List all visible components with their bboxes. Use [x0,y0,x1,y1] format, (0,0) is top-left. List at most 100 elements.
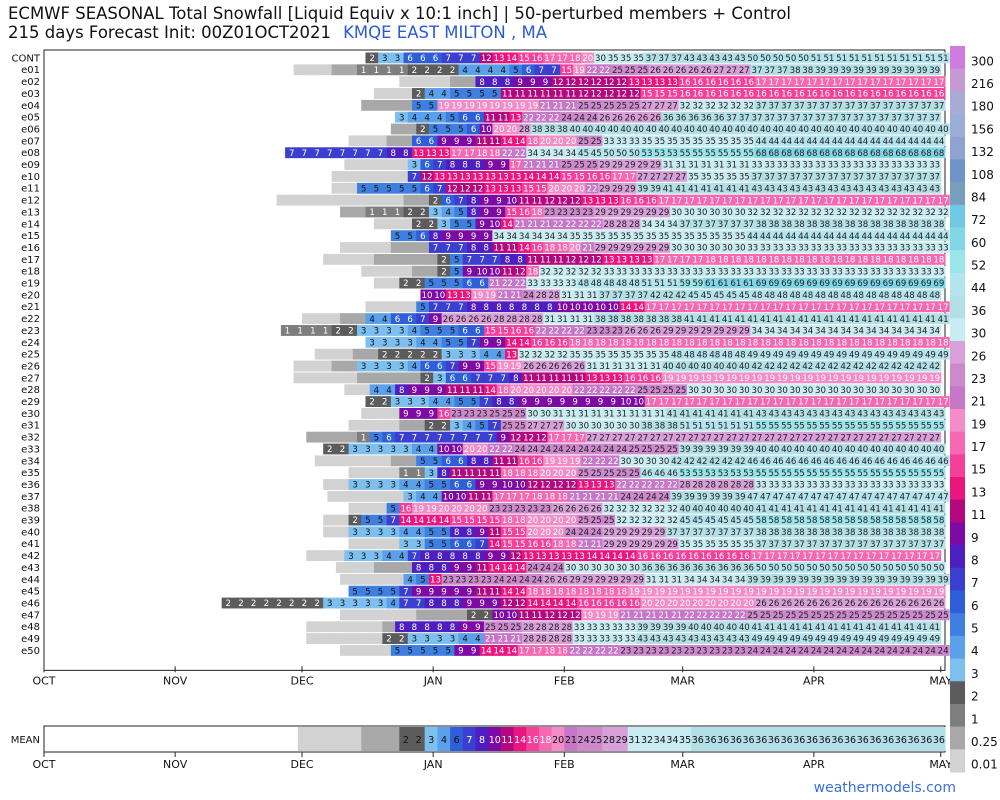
member-cell-value: 35 [570,232,581,242]
member-cell-value: 2 [276,599,281,609]
member-cell-value: 40 [701,623,712,633]
member-cell [864,159,878,170]
member-cell-value: 15 [519,54,530,64]
member-cell-value: 38 [608,315,619,325]
member-cell-value: 34 [790,327,801,337]
member-cell [796,194,811,206]
member-cell-value: 35 [608,54,619,64]
member-cell-value: 29 [599,184,610,194]
member-cell-value: 17 [794,78,805,88]
member-cell-value: 40 [739,623,750,633]
member-cell-value: 2 [386,635,391,645]
member-cell-value: 30 [684,208,695,218]
member-cell [352,573,366,585]
member-cell-value: 17 [777,552,788,562]
member-cell-value: 20 [523,386,534,396]
credit-label[interactable]: weathermodels.com [814,780,956,796]
member-cell-value: 43 [840,184,851,194]
member-cell-value: 22 [561,327,572,337]
member-cell [492,206,506,218]
member-cell-value: 26 [612,113,623,123]
member-cell-value: 5 [458,338,463,348]
mean-cell-value: 2 [403,735,409,746]
member-cell-value: 3 [429,469,434,479]
member-cell-value: 27 [553,421,564,431]
member-cell-value: 10 [451,445,462,455]
member-cell-value: 17 [722,303,733,313]
member-cell-value: 1 [297,327,302,337]
member-cell [906,88,921,99]
member-cell-value: 5 [390,504,395,514]
member-cell-value: 3 [407,338,412,348]
member-cell [915,64,929,76]
member-cell [475,147,489,159]
member-cell-value: 3 [378,599,383,609]
member-cell [471,159,485,170]
member-cell [407,182,421,194]
member-cell-value: 17 [519,647,530,657]
member-cell-value: 26 [768,599,779,609]
member-cell-value: 41 [933,504,944,514]
mean-cell-value: 36 [907,735,919,746]
member-cell-value: 19 [426,504,437,514]
member-cell-value: 39 [900,575,911,585]
member-cell [589,218,603,230]
member-cell-value: 7 [450,362,455,372]
member-cell [801,171,815,182]
member-cell [424,253,438,265]
member-cell-value: 19 [794,587,805,597]
member-cell-value: 2 [412,66,417,76]
member-cell [902,182,916,194]
member-cell [657,52,671,64]
member-cell-value: 18 [857,256,868,266]
member-cell-value: 29 [658,208,669,218]
member-cell [780,218,794,230]
member-cell [479,52,493,64]
member-cell-value: 4 [475,66,480,76]
member-cell-value: 4 [420,338,425,348]
member-cell-value: 6 [471,125,476,135]
member-cell-value: 41 [862,315,873,325]
member-cell-value: 26 [625,113,636,123]
member-cell-value: 12 [447,184,458,194]
month-label: OCT [32,674,55,687]
member-cell-value: 35 [713,173,724,183]
member-cell [505,52,519,64]
member-cell-value: 7 [437,433,442,443]
member-cell [919,99,933,111]
member-cell-value: 6 [467,279,472,289]
member-cell-value: 17 [862,196,873,206]
member-cell-value: 41 [938,315,949,325]
member-cell [560,64,574,76]
member-cell-value: 32 [519,350,530,360]
member-cell-value: 44 [836,232,847,242]
member-cell [386,277,400,289]
member-cell-value: 28 [523,623,534,633]
member-cell-value: 33 [587,623,598,633]
member-cell-value: 30 [629,421,640,431]
member-cell-value: 20 [743,599,754,609]
member-cell-value: 41 [743,410,754,420]
member-cell-value: 69 [794,279,805,289]
member-cell-value: 40 [908,445,919,455]
member-cell-value: 4 [412,113,417,123]
member-cell-value: 46 [798,457,809,467]
member-cell [492,194,506,206]
member-cell-value: 14 [506,338,517,348]
member-cell-value: 33 [781,481,792,491]
member-cell-value: 12 [553,78,564,88]
member-cell-value: 2 [450,66,455,76]
member-cell [703,88,718,99]
member-cell-value: 7 [488,433,493,443]
member-cell [344,621,358,633]
member-cell-value: 39 [836,575,847,585]
mean-cell-value: 36 [857,735,869,746]
member-cell [483,111,498,123]
member-cell [619,206,633,218]
member-label: e06 [21,124,40,135]
member-cell [906,76,921,88]
member-cell [809,123,823,135]
member-cell-value: 14 [587,552,598,562]
member-cell-value: 37 [730,528,741,538]
member-cell-value: 44 [756,137,767,147]
